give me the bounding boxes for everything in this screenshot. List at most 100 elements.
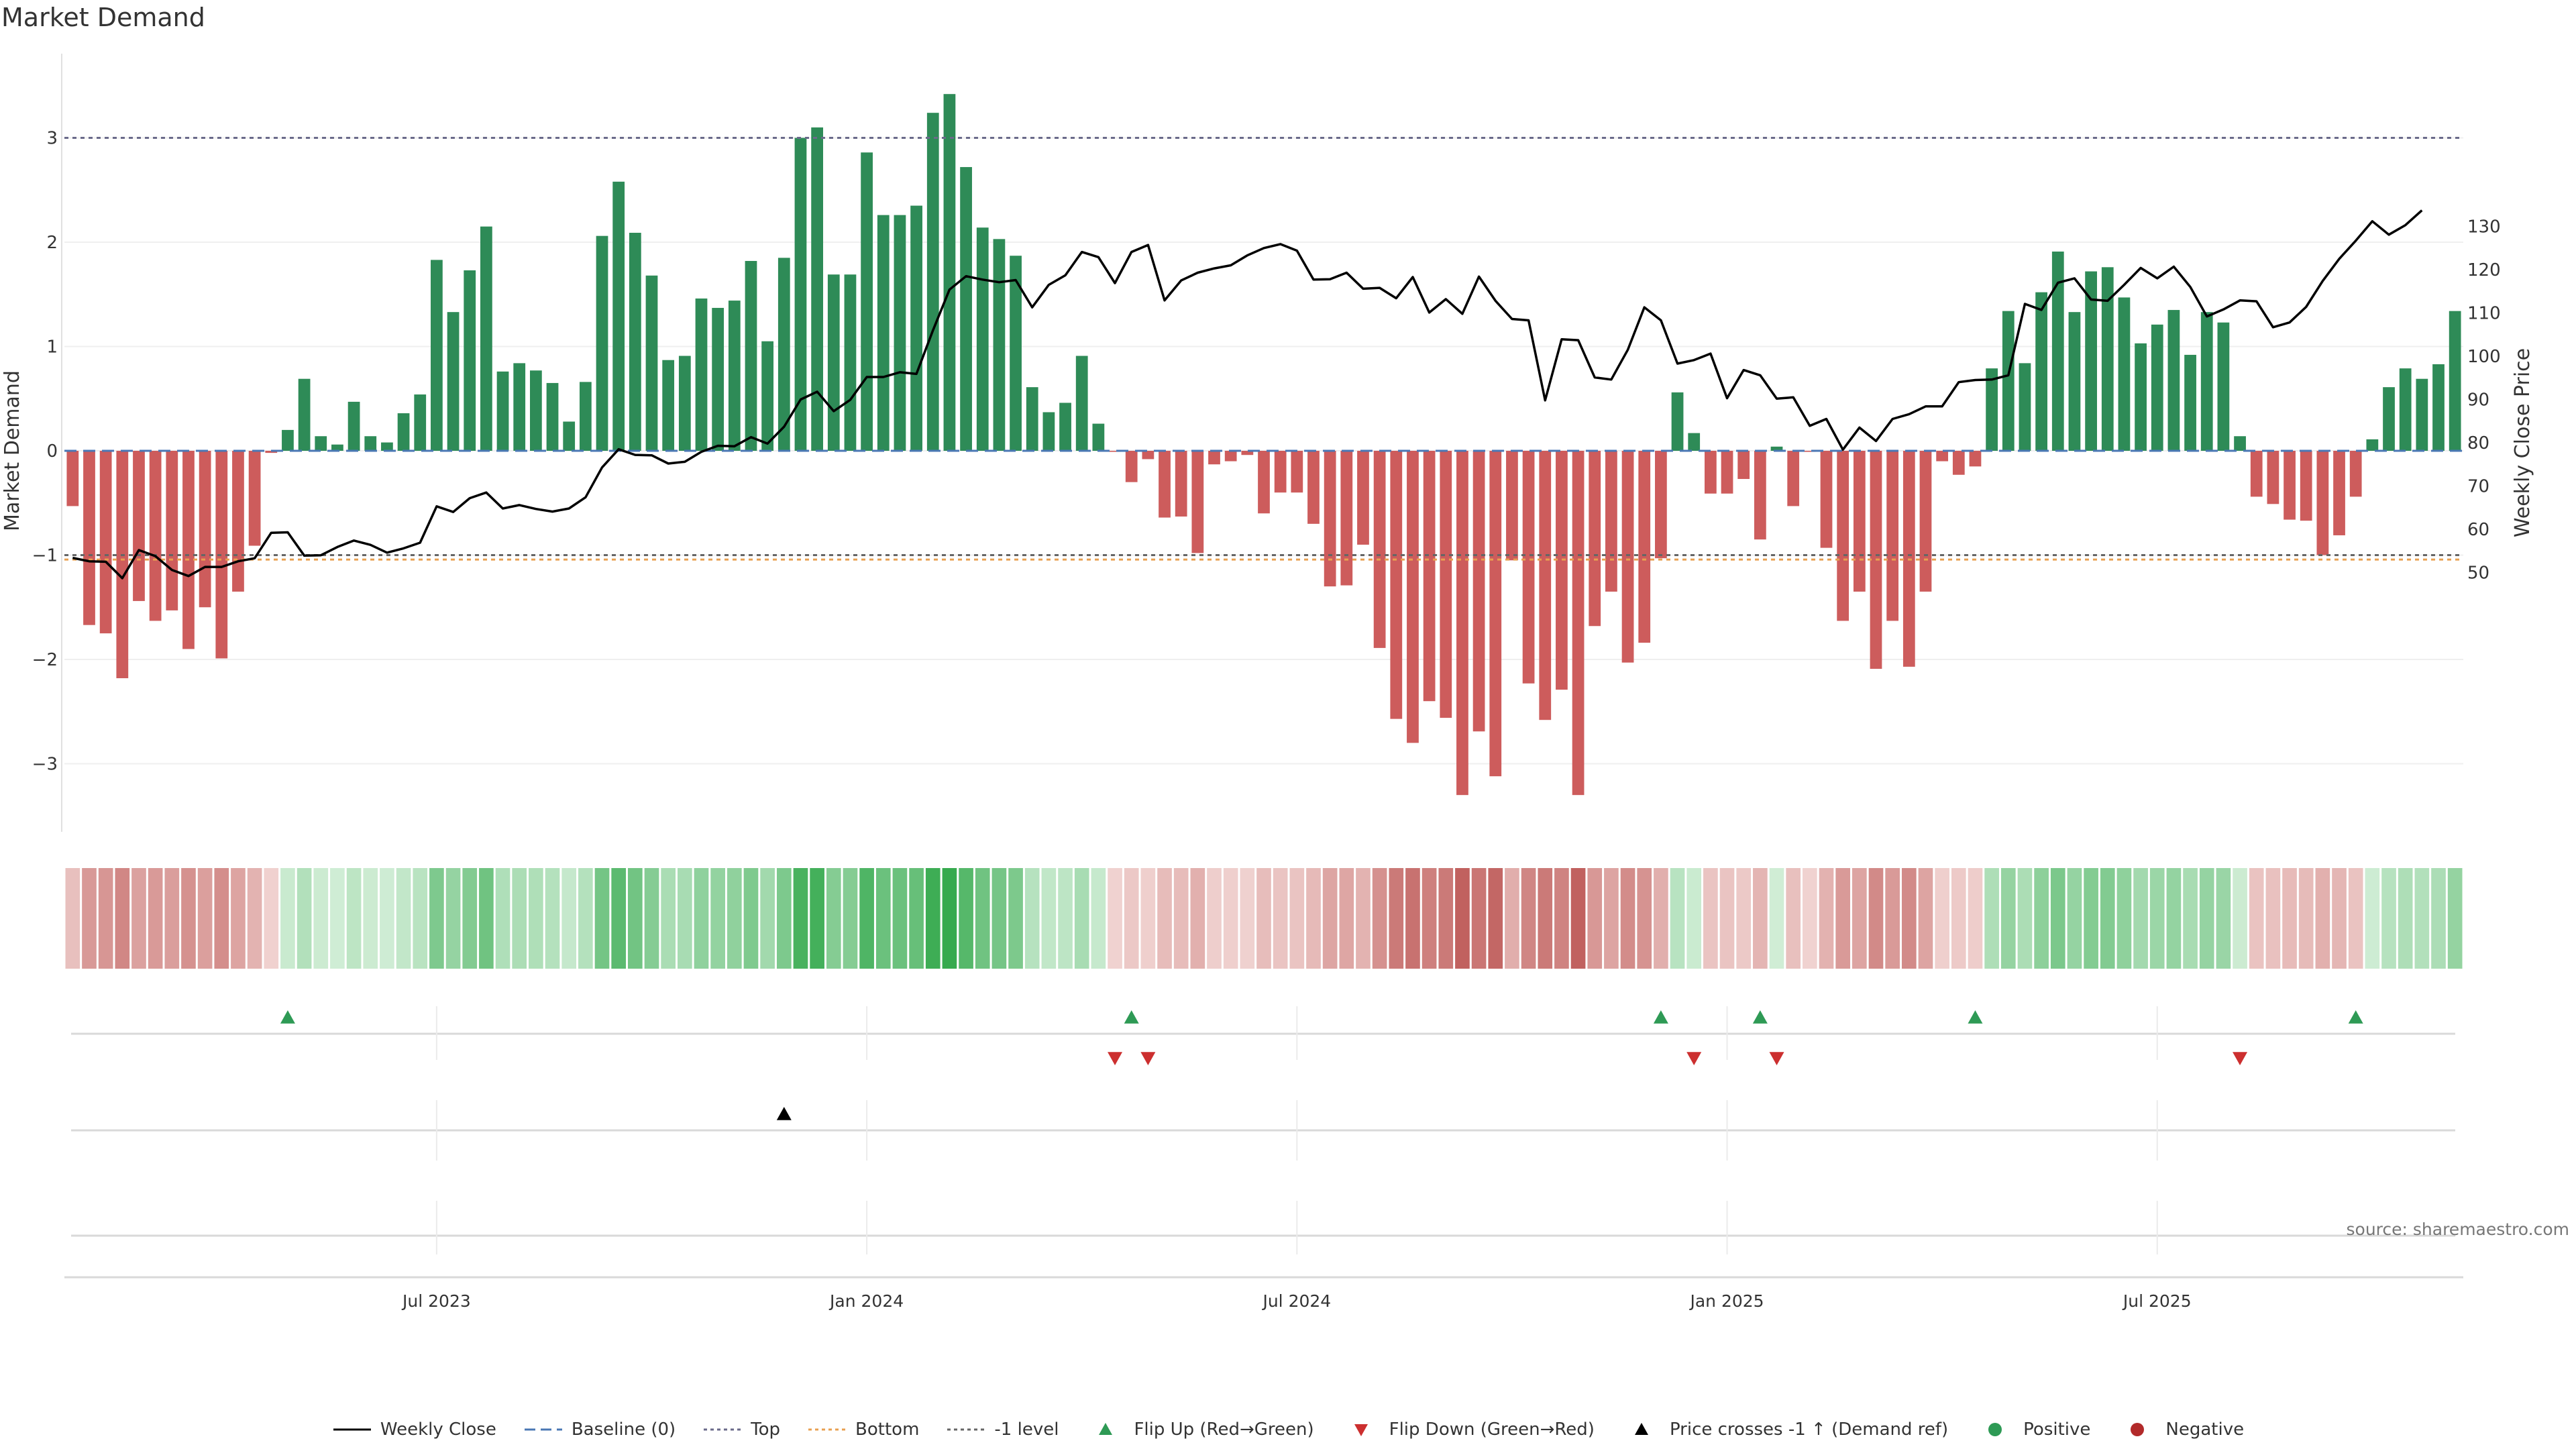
heat-strip-cell [529,868,543,969]
heat-strip-cell [2431,868,2446,969]
legend-symbol-icon [2131,1423,2145,1436]
legend-item: Flip Down (Green→Red) [1341,1419,1595,1440]
demand-bar [1737,451,1750,479]
right-tick-label: 60 [2467,520,2489,540]
demand-bar [397,413,410,451]
demand-bar [2151,324,2163,451]
demand-bar [1357,451,1369,545]
demand-bar [2250,451,2263,497]
demand-bar [1373,451,1386,648]
demand-bar [2316,451,2329,555]
heat-strip-cell [1322,868,1338,969]
demand-bar [1787,451,1800,506]
legend-label: Negative [2165,1419,2245,1440]
heat-strip-cell [1703,868,1718,969]
heat-strip-cell [247,868,262,969]
heat-strip-cell [561,868,577,969]
demand-bar [1224,451,1237,462]
heat-strip-cell [1835,868,1851,969]
heat-strip-cell [82,868,97,969]
demand-bar [232,451,244,592]
heat-strip-cell [1008,868,1023,969]
demand-bar [976,227,989,451]
demand-bar [1671,392,1684,451]
demand-bar [1159,451,1171,518]
heat-strip-cell [2000,868,2016,969]
heat-strip-cell [1901,868,1917,969]
legend-label: -1 level [994,1419,1059,1440]
heat-strip-cell [2249,868,2264,969]
demand-bar [2349,451,2362,497]
demand-bar [910,205,922,451]
demand-bar [2432,364,2445,451]
demand-bar [2416,378,2428,451]
x-tick-label: Jul 2023 [401,1291,471,1311]
heat-strip-cell [2199,868,2214,969]
demand-bar [1472,451,1485,732]
demand-bar [447,312,460,451]
demand-bar [2366,439,2379,451]
heat-strip-cell [2233,868,2247,969]
demand-bar [1208,451,1220,465]
heat-strip-cell [661,868,676,969]
heat-strip-cell [214,868,229,969]
demand-bar [1721,451,1733,494]
demand-bar [1258,451,1270,514]
heat-strip-cell [1918,868,1933,969]
heat-strip-cell [1505,868,1519,969]
legend-symbol-icon [808,1428,847,1431]
demand-bar [1291,451,1303,493]
demand-bar [1390,451,1403,719]
flip-up-marker [1968,1010,1983,1024]
heat-strip-cell [1604,868,1619,969]
heat-strip-cell [975,868,990,969]
demand-bar [1820,451,1833,548]
left-tick-label: −3 [32,755,58,775]
demand-bar [66,451,79,506]
demand-bar [99,451,112,634]
heat-strip-cell [875,868,891,969]
flip-down-marker [1769,1052,1784,1065]
demand-bar [1919,451,1932,592]
heat-strip-cell [1173,868,1189,969]
heat-strip-cell [231,868,246,969]
demand-bar [678,356,691,451]
heat-strip-cell [2166,868,2182,969]
heat-strip-cell [2332,868,2347,969]
heat-strip-cell [1124,868,1139,969]
heat-strip-cell [98,868,113,969]
demand-bar [1324,451,1336,587]
heat-strip-cell [148,868,163,969]
heat-strip-cell [2067,868,2082,969]
legend-label: Price crosses -1 ↑ (Demand ref) [1669,1419,1949,1440]
heat-strip-cell [1852,868,1867,969]
left-tick-label: −1 [32,546,58,566]
heat-strip-cell [363,868,378,969]
demand-bar [1572,451,1585,796]
heat-strip-cell [760,868,775,969]
flip-up-marker [1124,1010,1139,1024]
demand-bar [2300,451,2312,521]
demand-bar [331,444,343,451]
heat-strip-cell [1670,868,1685,969]
heat-strip-cell [2084,868,2098,969]
heat-strip-cell [843,868,858,969]
demand-bar [2051,251,2064,451]
heat-strip-cell [413,868,428,969]
heat-strip-cell [1753,868,1768,969]
heat-strip-cell [1951,868,1966,969]
heat-strip-cell [1190,868,1205,969]
demand-bar [1770,446,1783,451]
left-tick-label: 0 [46,441,58,462]
demand-bar [496,371,509,451]
heat-strip-cell [1207,868,1222,969]
demand-bar [215,451,228,659]
legend-label: Weekly Close [380,1419,496,1440]
legend-label: Bottom [855,1419,920,1440]
demand-bar [182,451,195,649]
legend-label: Flip Up (Red→Green) [1134,1419,1314,1440]
heat-strip-cell [1868,868,1884,969]
flip-up-marker [1752,1010,1768,1024]
demand-bar [265,451,278,453]
